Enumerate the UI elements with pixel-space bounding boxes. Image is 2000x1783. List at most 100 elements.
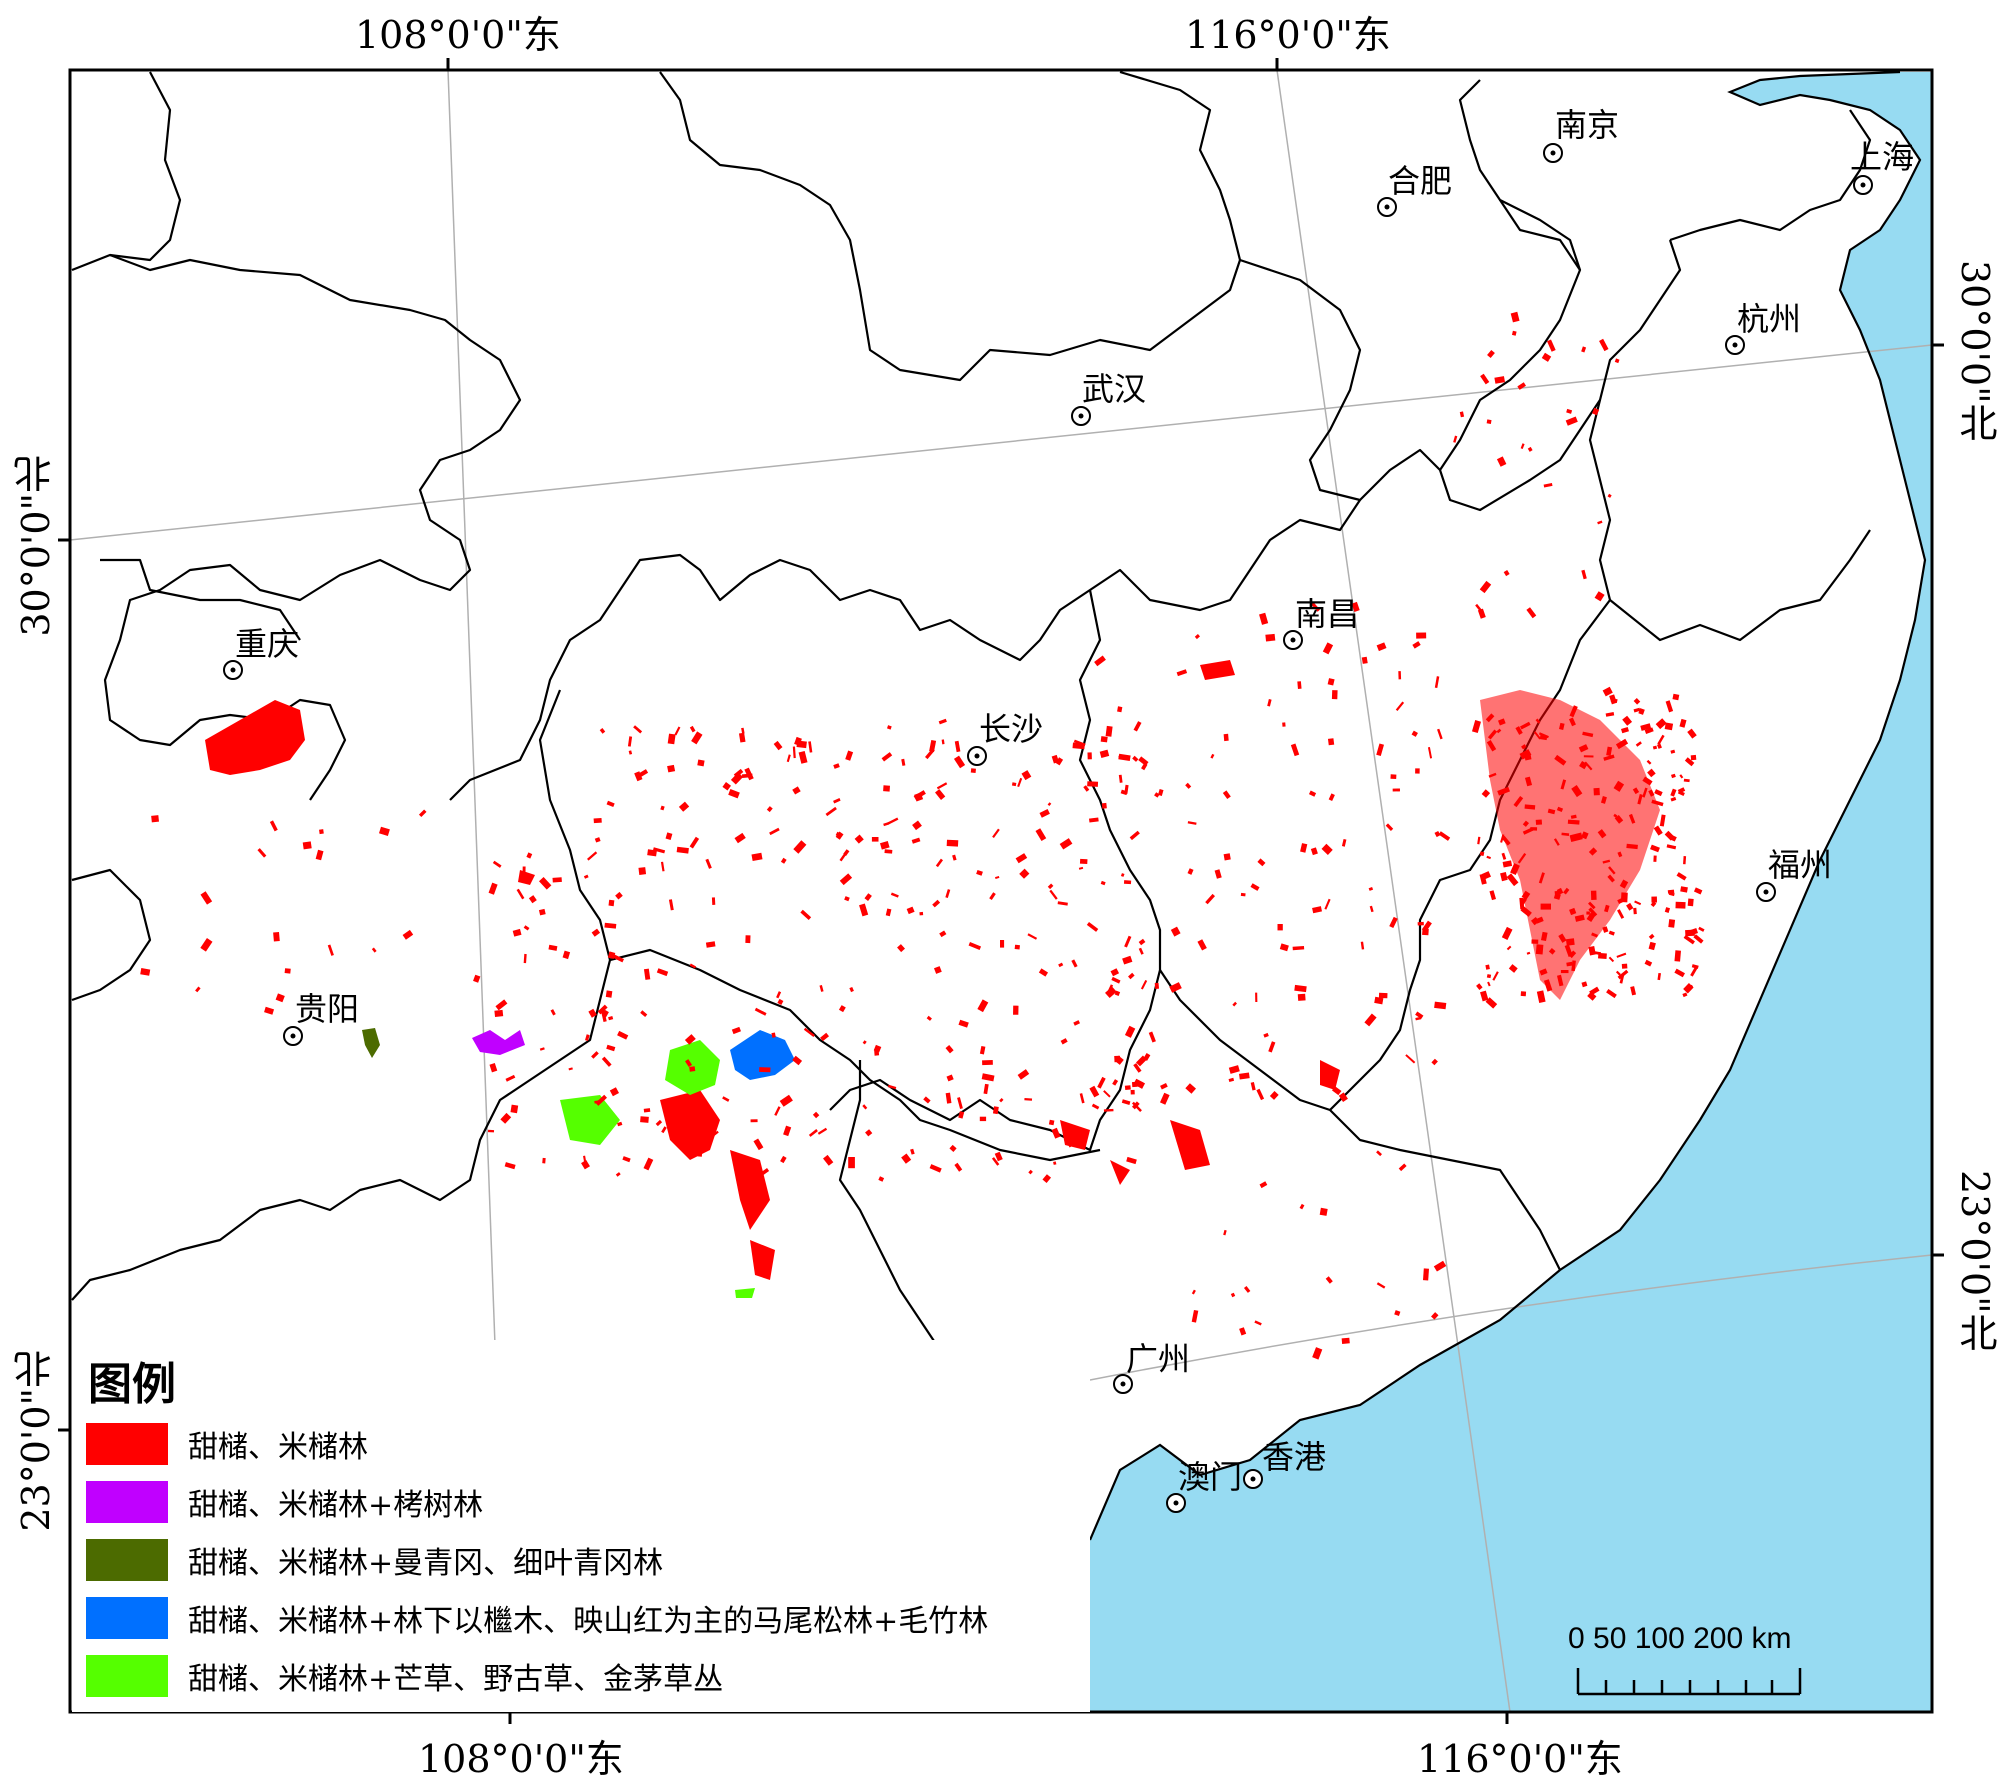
vegetation-patch xyxy=(792,786,801,795)
vegetation-patch xyxy=(1535,944,1544,955)
vegetation-patch xyxy=(1492,971,1499,981)
vegetation-patch xyxy=(1120,789,1128,796)
vegetation-patch xyxy=(1569,907,1577,916)
vegetation-patch xyxy=(1259,1181,1268,1189)
vegetation-patch xyxy=(1569,705,1578,718)
vegetation-patch xyxy=(890,892,899,898)
vegetation-patch xyxy=(1114,990,1121,997)
vegetation-patch xyxy=(912,820,922,831)
vegetation-patch xyxy=(1487,349,1495,359)
vegetation-patch xyxy=(1412,641,1421,649)
vegetation-patch xyxy=(647,849,657,857)
vegetation-patch xyxy=(897,944,905,953)
vegetation-patch xyxy=(568,1067,573,1071)
vegetation-patch xyxy=(1637,793,1643,805)
vegetation-patch xyxy=(1210,753,1215,759)
vegetation-patch xyxy=(562,950,571,960)
vegetation-patch xyxy=(685,1059,693,1068)
vegetation-patch xyxy=(1111,976,1121,984)
vegetation-patch xyxy=(1676,872,1687,881)
vegetation-patch xyxy=(1680,886,1688,893)
vegetation-patch xyxy=(923,1096,931,1104)
vegetation-patch xyxy=(1088,817,1099,823)
city-hongkong: 香港 xyxy=(1243,1438,1326,1489)
vegetation-patch xyxy=(1427,746,1433,759)
vegetation-patch xyxy=(992,828,1000,838)
vegetation-patch xyxy=(1581,831,1589,840)
vegetation-patch xyxy=(606,1044,616,1052)
vegetation-patch xyxy=(302,841,312,850)
coord-top-116: 116°0'0"东 xyxy=(1185,13,1391,57)
legend-item-1: 甜槠、米槠林 xyxy=(86,1420,368,1468)
vegetation-patch xyxy=(284,968,291,974)
vegetation-patch xyxy=(968,942,982,950)
vegetation-patch xyxy=(583,874,589,879)
vegetation-patch xyxy=(1626,902,1634,911)
city-wuhan: 武汉 xyxy=(1071,370,1146,426)
vegetation-patch xyxy=(1100,880,1106,886)
vegetation-patch xyxy=(615,1172,621,1177)
vegetation-patch xyxy=(845,750,854,761)
vegetation-patch xyxy=(936,782,948,790)
vegetation-patch xyxy=(1267,699,1272,707)
vegetation-patch xyxy=(1170,926,1181,937)
vegetation-patch xyxy=(878,1176,885,1182)
vegetation-patch xyxy=(1519,721,1531,730)
vegetation-patch xyxy=(754,1007,767,1016)
vegetation-patch xyxy=(935,789,946,800)
vegetation-patch xyxy=(697,1148,703,1157)
city-markers: 南京 合肥 上海 杭州 武汉 南昌 重庆 长沙 福州 贵阳 广州 澳门 香港 xyxy=(223,106,1914,1513)
svg-text:武汉: 武汉 xyxy=(1082,370,1146,408)
vegetation-patch xyxy=(839,873,853,886)
vegetation-patch xyxy=(833,798,841,804)
vegetation-patch xyxy=(548,944,558,951)
vegetation-patch xyxy=(1297,681,1302,689)
vegetation-patch xyxy=(1073,739,1086,747)
vegetation-patch xyxy=(674,726,681,736)
vegetation-patch xyxy=(1511,330,1517,336)
vegetation-patch xyxy=(622,1156,631,1163)
vegetation-patch xyxy=(1434,830,1441,838)
svg-text:香港: 香港 xyxy=(1262,1438,1326,1476)
vegetation-patch xyxy=(672,1106,681,1117)
vegetation-patch xyxy=(1453,435,1458,443)
vegetation-patch xyxy=(792,1055,803,1066)
vegetation-patch xyxy=(1524,776,1533,787)
vegetation-patch xyxy=(1665,700,1674,713)
vegetation-patch xyxy=(1087,781,1099,787)
vegetation-patch xyxy=(1477,608,1486,619)
vegetation-patch xyxy=(1617,969,1629,980)
vegetation-patch xyxy=(1089,1085,1100,1098)
vegetation-patch xyxy=(526,852,533,859)
vegetation-patch xyxy=(1014,944,1020,950)
vegetation-patch xyxy=(1263,1032,1269,1038)
vegetation-patch xyxy=(1508,964,1518,973)
vegetation-patch xyxy=(523,925,530,931)
vegetation-patch xyxy=(1690,754,1697,761)
vegetation-patch xyxy=(838,1005,846,1013)
vegetation-patch xyxy=(643,968,651,980)
vegetation-patch xyxy=(1519,897,1525,910)
vegetation-patch xyxy=(667,764,676,773)
vegetation-patch xyxy=(1640,723,1652,731)
vegetation-patch xyxy=(604,922,617,929)
vegetation-patch xyxy=(848,1157,855,1169)
vegetation-patch xyxy=(1331,690,1338,700)
vegetation-patch xyxy=(979,1046,986,1055)
vegetation-patch xyxy=(1079,858,1088,864)
vegetation-patch xyxy=(1067,1140,1078,1148)
vegetation-patch xyxy=(910,1148,915,1155)
vegetation-patch xyxy=(319,829,324,835)
vegetation-patch xyxy=(661,1126,667,1134)
vegetation-patch xyxy=(1510,863,1520,876)
vegetation-patch xyxy=(1592,407,1600,416)
vegetation-patch xyxy=(722,1096,730,1102)
vegetation-patch xyxy=(1569,832,1583,842)
vegetation-patch xyxy=(1265,633,1276,642)
vegetation-patch xyxy=(1621,726,1629,734)
vegetation-patch xyxy=(906,906,915,915)
vegetation-patch xyxy=(1055,757,1064,766)
vegetation-patch xyxy=(879,840,890,850)
vegetation-patch xyxy=(594,837,601,843)
vegetation-patch xyxy=(1656,743,1662,749)
